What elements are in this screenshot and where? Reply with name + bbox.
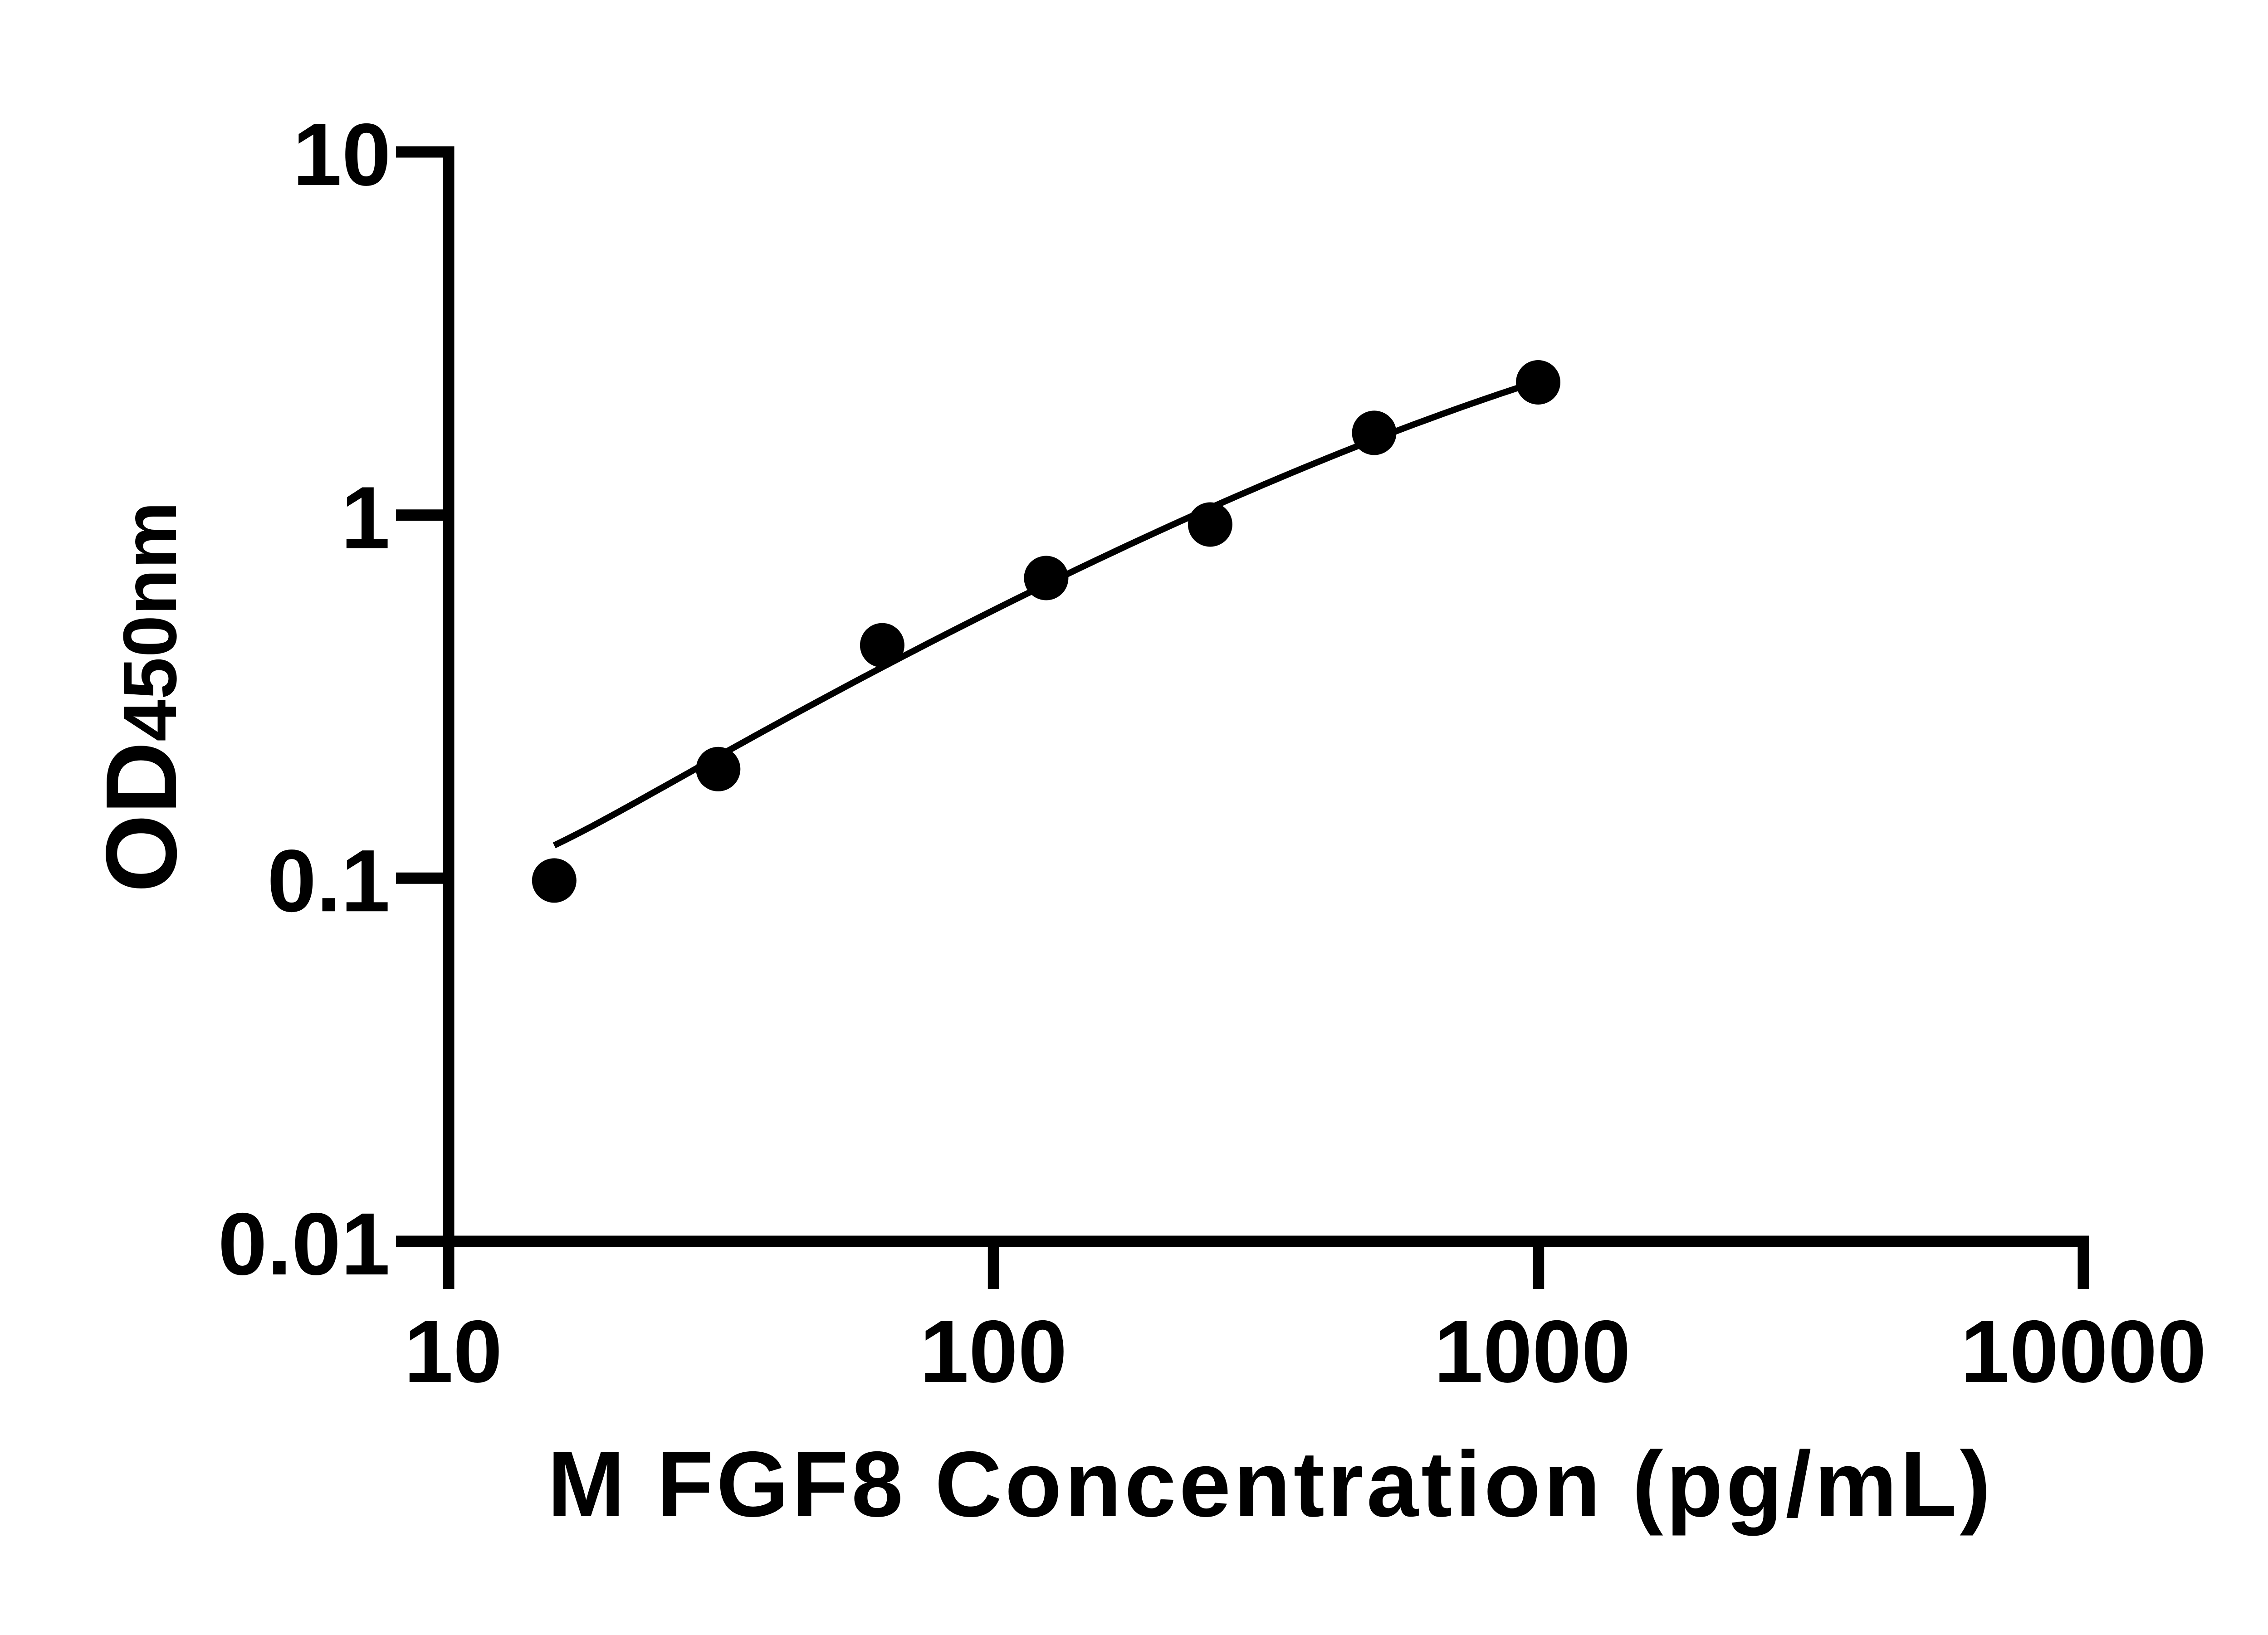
svg-text:10: 10 [404, 1302, 503, 1401]
svg-text:100: 100 [919, 1302, 1067, 1401]
svg-text:1000: 1000 [1434, 1302, 1631, 1401]
svg-text:1: 1 [341, 469, 390, 567]
svg-text:10000: 10000 [1960, 1302, 2206, 1401]
svg-text:M FGF8 Concentration (pg/mL): M FGF8 Concentration (pg/mL) [547, 1432, 1994, 1536]
svg-text:10: 10 [293, 105, 391, 204]
svg-text:0.1: 0.1 [267, 831, 390, 930]
svg-text:0.01: 0.01 [218, 1195, 390, 1293]
